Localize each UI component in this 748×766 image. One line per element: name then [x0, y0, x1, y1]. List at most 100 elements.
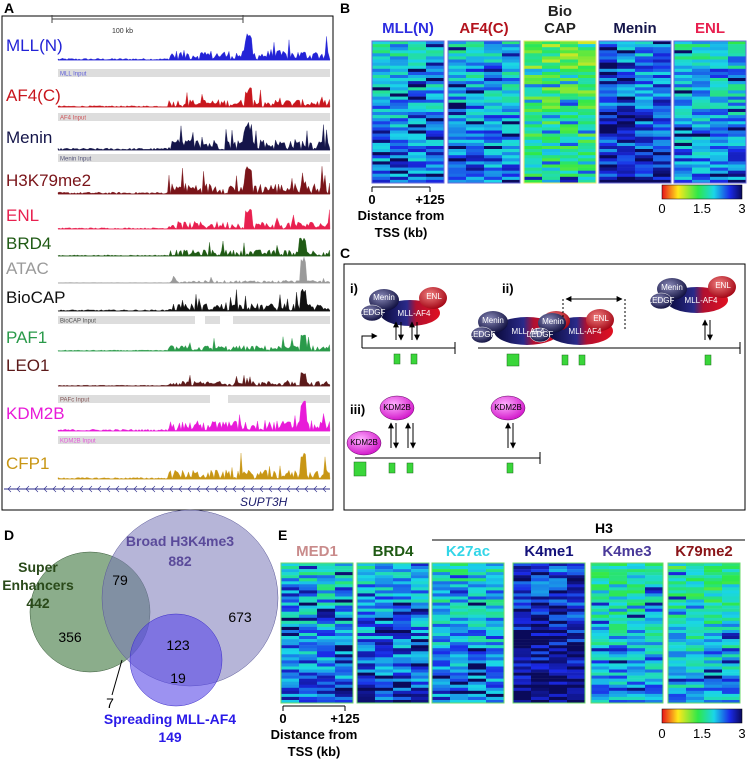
heatmap-cell	[617, 115, 636, 119]
heatmap-cell	[686, 611, 705, 615]
heatmap-cell	[448, 139, 467, 144]
heatmap-cell	[674, 167, 693, 171]
heatmap-cell	[674, 124, 693, 128]
heatmap-cell	[674, 139, 693, 144]
heatmap-cell	[722, 605, 741, 609]
heatmap-cell	[357, 608, 376, 612]
protein-label: KDM2B	[350, 438, 378, 447]
heatmap-cell	[567, 648, 586, 652]
heatmap-cell	[704, 633, 723, 637]
heatmap-cell	[591, 572, 610, 576]
heatmap-cell	[567, 569, 586, 573]
heatmap-cell	[627, 663, 646, 667]
heatmap-cell	[686, 639, 705, 643]
heatmap-cell	[578, 164, 597, 168]
heatmap-cell	[390, 142, 409, 147]
heatmap-cell	[502, 133, 521, 137]
heatmap-cell	[627, 693, 646, 698]
heatmap-cell	[617, 136, 636, 141]
protein-label: Menin	[542, 317, 564, 326]
heatmap-cell	[668, 642, 687, 646]
heatmap-cell	[357, 617, 376, 622]
heatmap-cell	[692, 75, 711, 79]
heatmap-cell	[281, 660, 300, 664]
heatmap-cell	[609, 678, 628, 682]
heatmap-cell	[484, 152, 503, 156]
heatmap-cell	[627, 578, 646, 582]
heatmap-cell	[668, 648, 687, 652]
heatmap-cell	[335, 611, 354, 615]
track-signal	[57, 208, 331, 230]
heatmap-cell	[317, 599, 336, 603]
heatmap-cell	[281, 648, 300, 652]
protein-label: MLL-AF4	[569, 327, 602, 336]
heatmap-cell	[704, 572, 723, 576]
heatmap-cell	[408, 41, 427, 45]
heatmap-cell	[668, 605, 687, 609]
gene-chevron	[295, 485, 300, 493]
heatmap-cell	[281, 690, 300, 695]
heatmap-cell	[524, 81, 543, 85]
heatmap-cell	[502, 158, 521, 162]
heatmap-cell	[645, 678, 664, 682]
heatmap-cell	[599, 93, 618, 97]
heatmap-cell	[393, 566, 412, 570]
heatmap-cell	[722, 645, 741, 649]
heatmap-cell	[468, 620, 487, 625]
cpg	[561, 354, 569, 366]
heatmap-cell	[567, 581, 586, 585]
heatmap-cell	[549, 657, 568, 661]
heatmap-cell	[609, 590, 628, 594]
heatmap-cell	[617, 96, 636, 100]
heatmap-cell	[299, 696, 318, 701]
heatmap-cell	[372, 118, 391, 122]
heatmap-cell	[653, 56, 672, 60]
heatmap-cell	[531, 636, 550, 640]
protein-label: Menin	[661, 283, 683, 292]
heatmap-cell	[281, 672, 300, 676]
heatmap-cell	[486, 599, 505, 603]
heatmap-cell	[653, 78, 672, 82]
heatmap-cell	[591, 566, 610, 570]
heatmap-cell	[513, 657, 532, 661]
heatmap-cell	[524, 158, 543, 162]
heatmap-cell	[281, 687, 300, 692]
heatmap-cell	[609, 639, 628, 643]
heatmap-cell	[317, 639, 336, 643]
input-label: Menin Input	[60, 157, 92, 163]
heatmap-cell	[591, 681, 610, 685]
heatmap-cell	[609, 648, 628, 652]
heatmap-cell	[578, 158, 597, 162]
heatmap-cell	[722, 593, 741, 597]
heatmap-cell	[635, 87, 654, 91]
heatmap-cell	[281, 620, 300, 625]
heatmap-cell	[635, 118, 654, 122]
heatmap-cell	[317, 651, 336, 655]
heatmap-cell	[448, 93, 467, 97]
heatmap-cell	[411, 623, 430, 628]
heatmap-cell	[692, 53, 711, 57]
heatmap-cell	[710, 41, 729, 45]
region-count: 79	[112, 572, 128, 588]
heatmap-cell	[426, 68, 445, 73]
heatmap-cell	[617, 59, 636, 63]
heatmap-cell	[335, 572, 354, 576]
heatmap-cell	[486, 584, 505, 588]
heatmap-cell	[549, 614, 568, 618]
heatmap-cell	[411, 581, 430, 585]
heatmap-cell	[390, 50, 409, 54]
heatmap-cell	[299, 593, 318, 597]
heatmap-cell	[531, 596, 550, 600]
heatmap-cell	[549, 620, 568, 625]
heatmap-cell	[372, 112, 391, 116]
heatmap-cell	[609, 663, 628, 667]
panel-label: E	[278, 527, 287, 543]
heatmap-cell	[549, 687, 568, 692]
heatmap-cell	[513, 675, 532, 679]
heatmap-cell	[710, 115, 729, 119]
heatmap-cell	[710, 155, 729, 159]
heatmap-cell	[432, 693, 451, 698]
heatmap-cell	[627, 675, 646, 679]
protein-label: KDM2B	[383, 403, 411, 412]
gene-chevron	[322, 485, 327, 493]
